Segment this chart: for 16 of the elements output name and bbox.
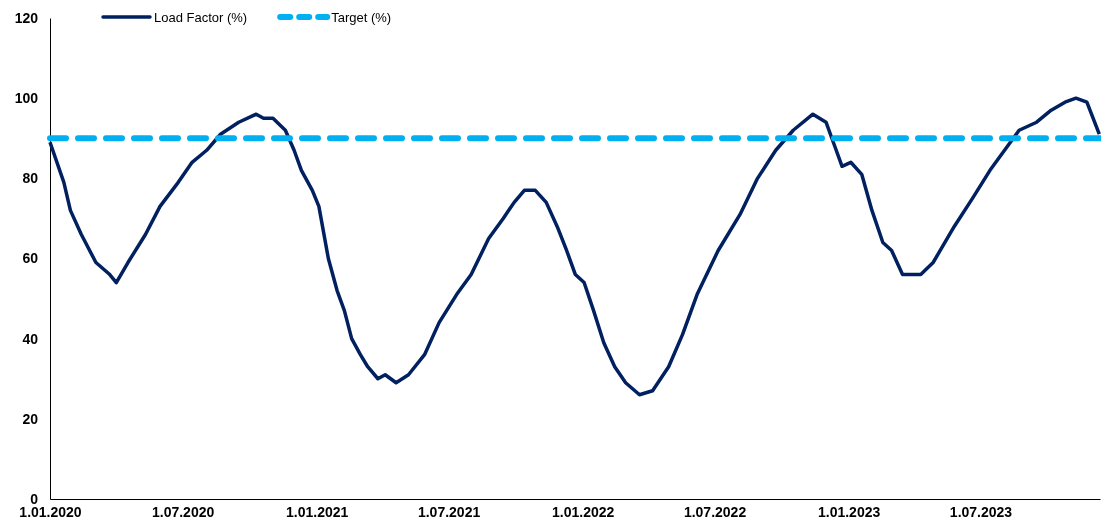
x-tick-label: 1.01.2023: [817, 503, 881, 520]
y-tick-label: 60: [22, 250, 39, 267]
x-tick-label: 1.07.2020: [151, 503, 215, 520]
y-tick-label: 100: [14, 90, 39, 107]
line-series: [48, 96, 1101, 397]
legend-label: Target (%): [331, 9, 392, 25]
x-tick-label: 1.07.2021: [417, 503, 481, 520]
y-tick-label: 20: [22, 410, 39, 427]
legend-label: Load Factor (%): [154, 9, 248, 25]
x-tick-label: 1.01.2022: [552, 503, 615, 520]
x-tick-label: 1.07.2023: [949, 503, 1013, 520]
y-tick-label: 80: [22, 170, 39, 187]
y-tick-label: 40: [22, 330, 39, 347]
x-tick-label: 1.01.2021: [286, 503, 349, 520]
x-tick-label: 1.07.2022: [683, 503, 747, 520]
y-tick-label: 120: [14, 9, 39, 26]
